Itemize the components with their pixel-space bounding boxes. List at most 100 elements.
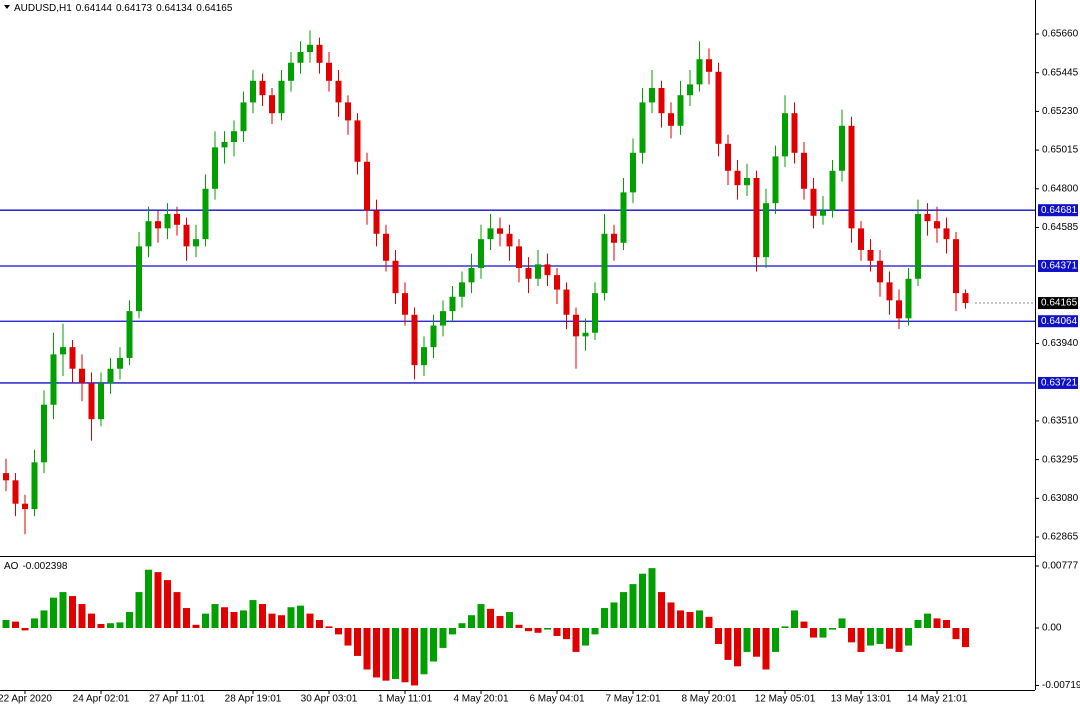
ao-bar bbox=[135, 592, 143, 628]
candle-body bbox=[297, 52, 304, 63]
candle-body bbox=[440, 311, 446, 326]
ao-bar bbox=[40, 610, 48, 628]
hline-label-box bbox=[1038, 376, 1078, 389]
candle-body bbox=[164, 213, 171, 229]
y-tick-label: 0.65660 bbox=[1042, 29, 1079, 40]
candle-body bbox=[60, 347, 66, 355]
hline-label: 0.63721 bbox=[1041, 378, 1078, 389]
candle-body bbox=[516, 246, 522, 268]
candle-body bbox=[544, 264, 551, 276]
candle-body bbox=[41, 404, 47, 463]
ao-bar bbox=[164, 580, 171, 628]
ao-bar bbox=[848, 627, 855, 643]
ao-bar bbox=[430, 627, 437, 662]
ao-bar bbox=[439, 627, 447, 648]
ao-bar bbox=[192, 624, 200, 628]
candle-body bbox=[734, 170, 741, 186]
candle-body bbox=[535, 264, 541, 279]
ao-bar bbox=[306, 613, 314, 628]
candle-body bbox=[658, 88, 665, 114]
candle-body bbox=[174, 213, 180, 225]
ao-bar bbox=[31, 618, 38, 628]
candle-body bbox=[421, 347, 427, 366]
ao-bar bbox=[506, 612, 513, 628]
candle-body bbox=[630, 152, 636, 193]
ao-bar bbox=[477, 604, 485, 628]
ao-bar bbox=[354, 627, 361, 656]
x-tick-label: 4 May 20:01 bbox=[453, 694, 508, 705]
ao-bar bbox=[952, 627, 960, 640]
y-tick-label: 0.65445 bbox=[1042, 67, 1079, 78]
candle-body bbox=[22, 503, 28, 510]
ao-bar bbox=[686, 612, 694, 628]
y-tick-label: 0.65230 bbox=[1042, 106, 1079, 117]
ao-bar bbox=[487, 608, 494, 628]
candle-body bbox=[259, 80, 266, 96]
candle-body bbox=[896, 300, 902, 319]
candle-body bbox=[145, 221, 152, 247]
candle-body bbox=[278, 80, 285, 114]
candle-body bbox=[345, 102, 351, 121]
candle-body bbox=[706, 59, 712, 72]
ao-bar bbox=[791, 610, 798, 628]
x-tick-label: 7 May 12:01 bbox=[605, 694, 660, 705]
candle-body bbox=[791, 113, 798, 153]
y-tick-label: 0.62865 bbox=[1042, 532, 1079, 543]
candle-body bbox=[506, 233, 513, 247]
candle-body bbox=[886, 282, 893, 301]
ao-bar bbox=[401, 627, 409, 683]
ao-bar bbox=[496, 616, 504, 628]
candle-body bbox=[924, 213, 931, 222]
last-price-box bbox=[1038, 297, 1078, 310]
candle-body bbox=[88, 383, 95, 420]
candle-body bbox=[620, 192, 627, 243]
candle-body bbox=[772, 156, 779, 204]
candle-body bbox=[649, 88, 655, 103]
candle-body bbox=[934, 221, 940, 229]
ao-bar bbox=[107, 623, 114, 628]
ao-bar bbox=[819, 627, 827, 638]
ao-bar bbox=[734, 627, 741, 667]
ao-bar bbox=[829, 627, 836, 630]
candle-body bbox=[183, 224, 190, 247]
y-tick-label: 0.00 bbox=[1042, 623, 1062, 634]
ao-bar bbox=[905, 627, 912, 646]
ao-bar bbox=[534, 627, 542, 633]
ao-bar bbox=[772, 627, 779, 652]
ao-bar bbox=[629, 584, 637, 628]
ao-bar bbox=[572, 627, 580, 652]
candle-body bbox=[525, 267, 532, 279]
candle-body bbox=[611, 233, 617, 243]
x-tick-label: 13 May 13:01 bbox=[831, 694, 892, 705]
hline-label-box bbox=[1038, 204, 1078, 217]
candle-body bbox=[364, 161, 370, 211]
ao-bar bbox=[857, 627, 865, 652]
ao-bar bbox=[762, 627, 770, 670]
indicator-name: AO bbox=[4, 561, 19, 572]
ao-bar bbox=[363, 627, 371, 670]
ao-bar bbox=[335, 627, 342, 635]
ao-bar bbox=[78, 604, 86, 628]
candle-body bbox=[307, 44, 313, 53]
ao-bar bbox=[648, 568, 656, 628]
y-tick-label: 0.63295 bbox=[1042, 454, 1079, 465]
ao-bar bbox=[610, 602, 618, 628]
ao-bar bbox=[468, 615, 475, 628]
candle-body bbox=[582, 332, 589, 337]
candle-body bbox=[383, 233, 389, 261]
ao-bar bbox=[420, 627, 428, 675]
ao-bar bbox=[639, 573, 646, 628]
header-value: 0.64144 bbox=[76, 3, 113, 14]
chart-header: AUDUSD,H1 0.64144 0.64173 0.64134 0.64165 bbox=[14, 3, 233, 14]
candle-body bbox=[943, 228, 950, 240]
candle-body bbox=[601, 233, 608, 294]
candle-body bbox=[12, 480, 19, 504]
candle-body bbox=[715, 71, 722, 144]
candle-body bbox=[801, 152, 807, 189]
ao-bar bbox=[154, 572, 162, 628]
candle-body bbox=[402, 293, 408, 315]
ao-bar bbox=[259, 604, 266, 628]
ao-bar bbox=[525, 627, 532, 632]
